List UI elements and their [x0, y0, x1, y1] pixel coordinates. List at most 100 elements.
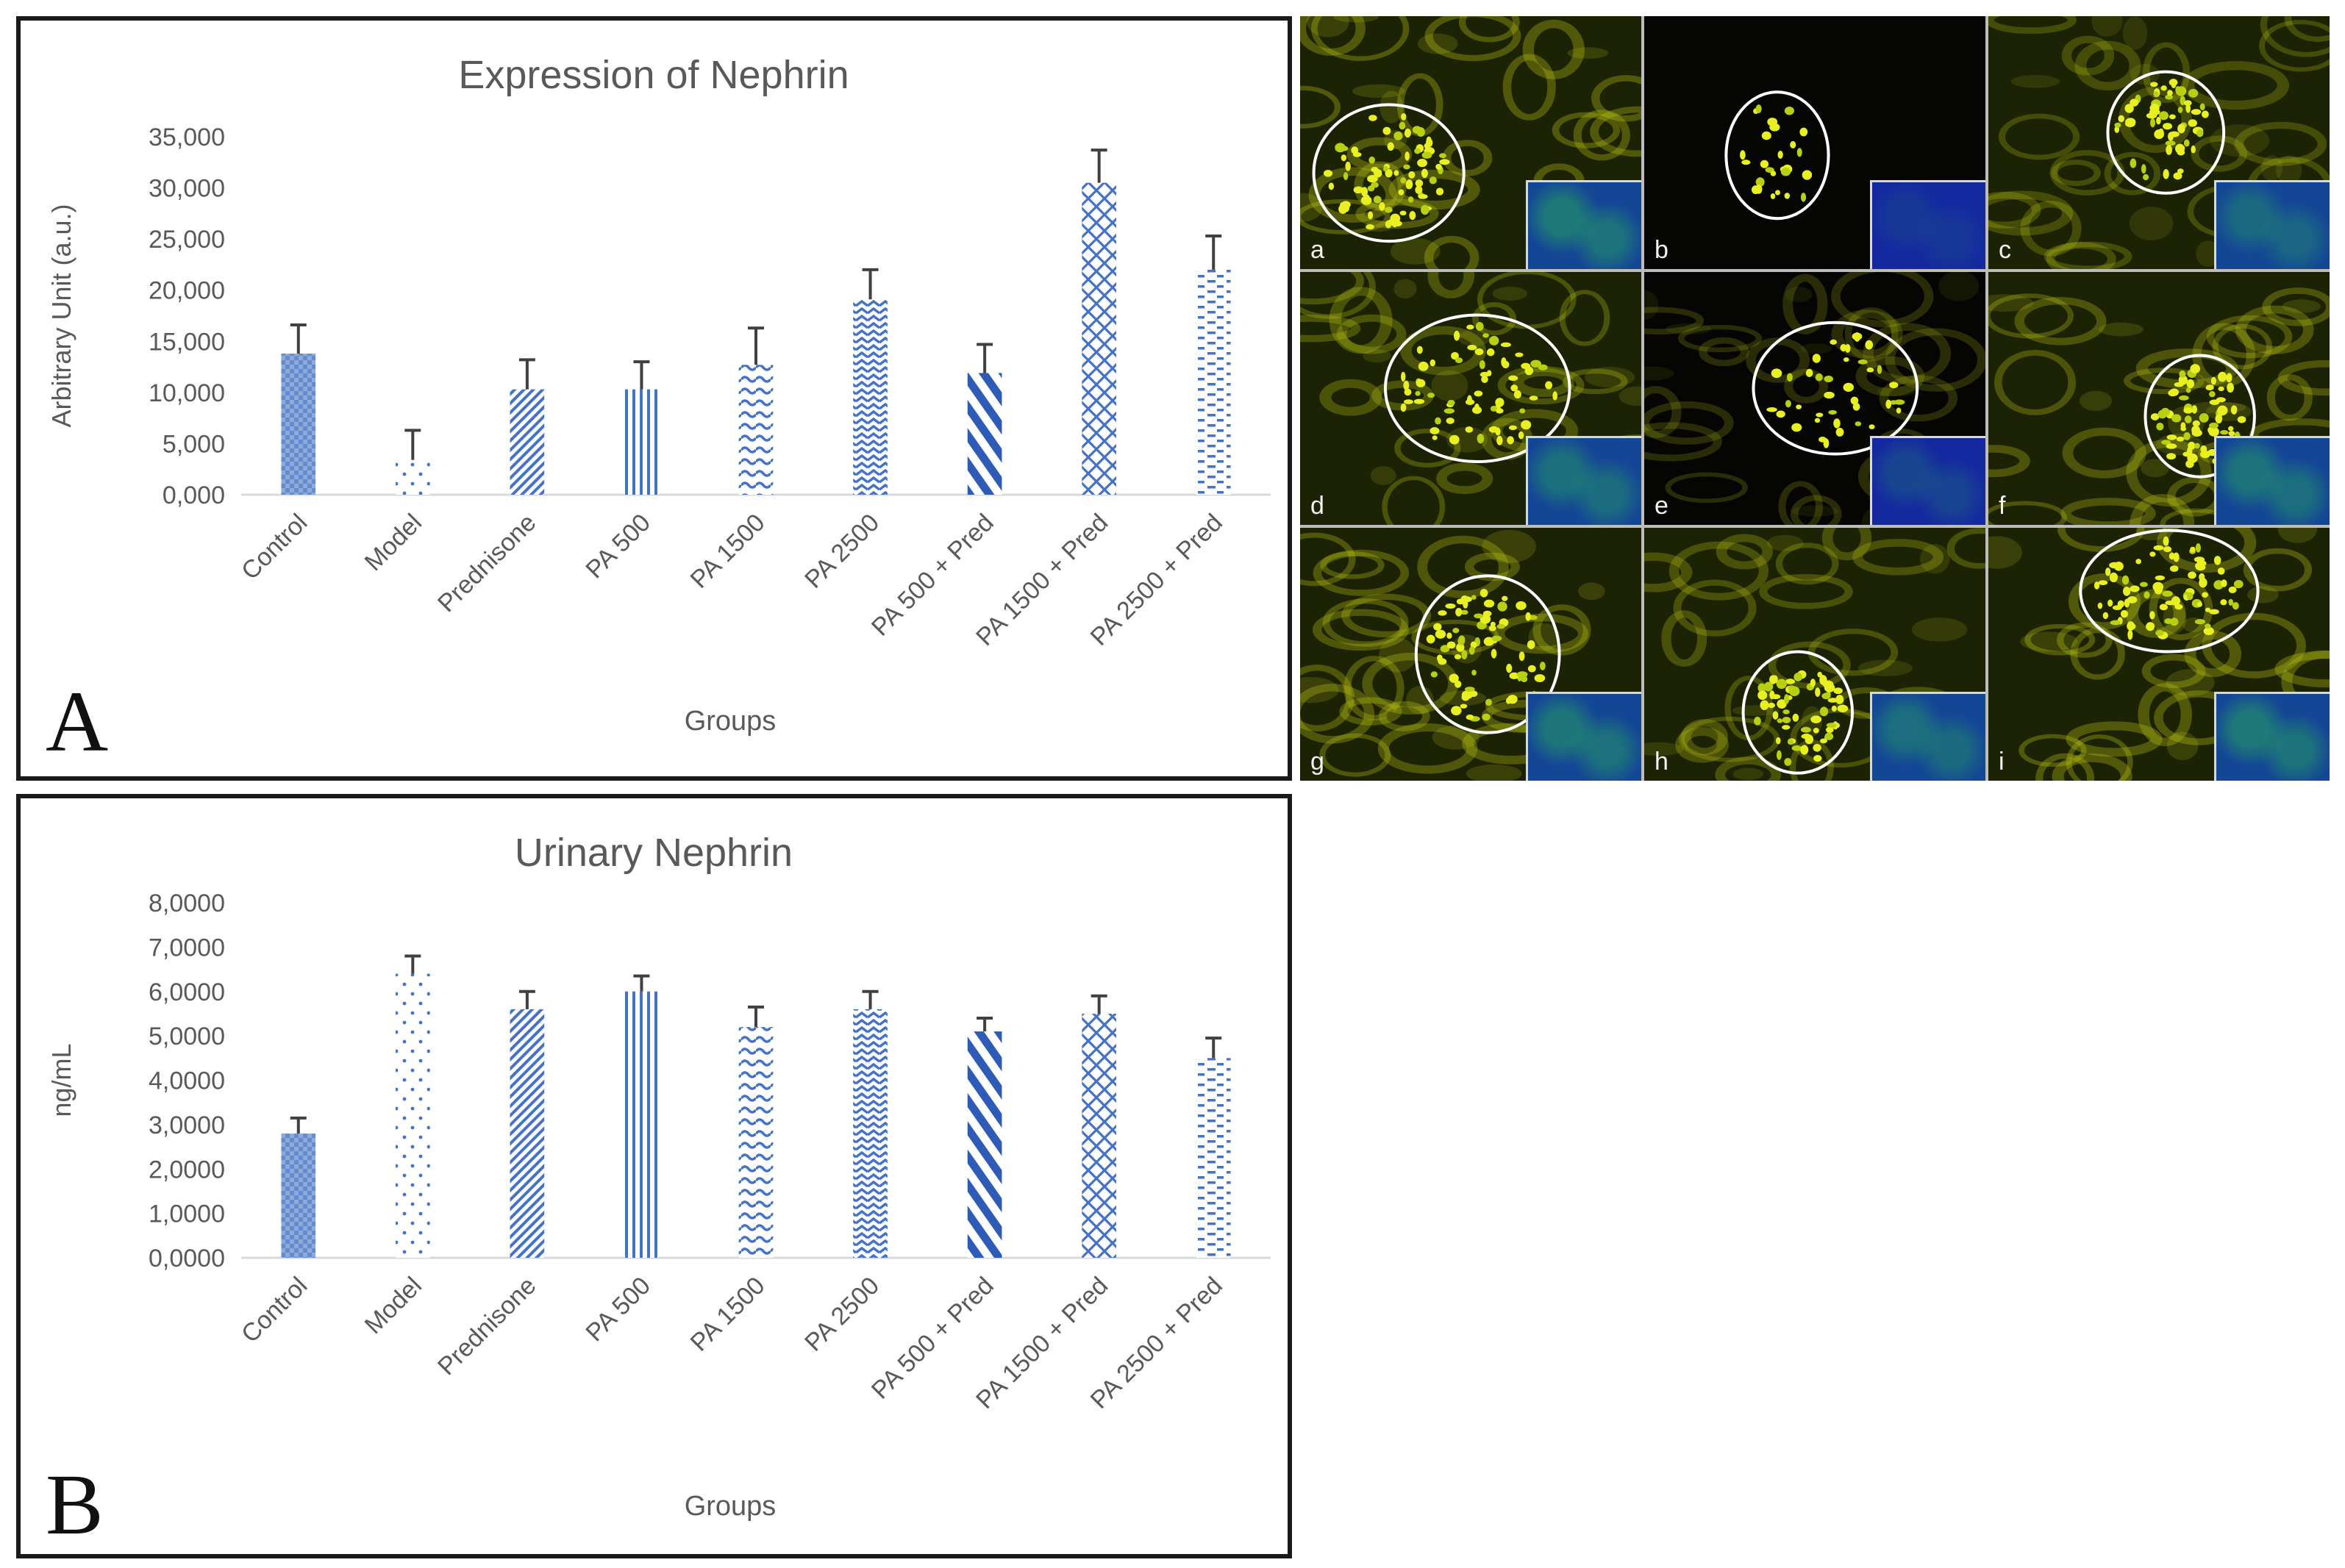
x-tick-label: PA 1500: [685, 509, 771, 594]
y-tick-label: 6,0000: [149, 978, 225, 1006]
x-tick-label: PA 2500: [799, 509, 885, 594]
micrograph-label: h: [1655, 748, 1668, 776]
y-tick-label: 5,000: [163, 430, 225, 458]
expression-chart-svg: Expression of Nephrin Arbitrary Unit (a.u…: [46, 53, 1271, 737]
y-tick-label: 8,0000: [149, 889, 225, 917]
glomerulus-outline: [2080, 530, 2257, 651]
glomerulus-outline: [1726, 92, 1828, 218]
micrograph-label: i: [1999, 748, 2005, 776]
x-axis-label: Groups: [685, 706, 777, 737]
micrograph-label: c: [1999, 236, 2011, 264]
micrograph-label: b: [1655, 236, 1668, 264]
micrograph-panel: b: [1644, 16, 1985, 269]
y-tick-label: 25,000: [149, 226, 225, 254]
y-axis-label: Arbitrary Unit (a.u.): [46, 204, 76, 427]
micrograph-image: [1300, 272, 1641, 525]
micrograph-label: f: [1999, 492, 2006, 520]
x-tick-label: Prednisone: [432, 1272, 542, 1381]
bar: [396, 459, 430, 495]
bar: [510, 389, 545, 495]
glomerulus-outline: [1385, 315, 1570, 462]
micrograph-grid: a b c d e f g h i: [1300, 16, 2330, 781]
y-tick-label: 30,000: [149, 175, 225, 203]
bar: [853, 299, 888, 495]
x-tick-label: PA 500 + Pred: [866, 509, 999, 642]
y-tick-label: 0,000: [163, 482, 225, 509]
y-tick-label: 7,0000: [149, 934, 225, 962]
bar: [1082, 1013, 1116, 1258]
x-tick-label: Control: [236, 1272, 313, 1348]
y-tick-label: 35,000: [149, 123, 225, 151]
x-tick-label: PA 1500: [685, 1272, 771, 1357]
x-tick-label: PA 500: [580, 1272, 656, 1347]
glomerulus-outline: [2107, 72, 2224, 193]
micrograph-label: e: [1655, 492, 1668, 520]
dapi-inset: [1870, 692, 1985, 781]
y-axis-label: ng/mL: [46, 1043, 76, 1117]
micrograph-panel: c: [1988, 16, 2330, 269]
micrograph-label: a: [1310, 236, 1324, 264]
micrograph-panel: a: [1300, 16, 1641, 269]
micrograph-panel: e: [1644, 272, 1985, 525]
dapi-inset: [1870, 180, 1985, 269]
x-tick-label: PA 500: [580, 509, 656, 584]
glomerulus-outline: [1743, 652, 1852, 773]
y-tick-label: 10,000: [149, 379, 225, 407]
glomerulus-outline: [2145, 356, 2254, 477]
bar: [281, 353, 316, 495]
x-axis-label: Groups: [685, 1491, 777, 1522]
micrograph-image: [1300, 16, 1641, 269]
micrograph-panel: g: [1300, 528, 1641, 781]
bar: [967, 1031, 1002, 1258]
x-tick-label: PA 2500: [799, 1272, 885, 1357]
bar: [1196, 269, 1231, 495]
x-tick-label: Model: [360, 509, 427, 576]
dapi-inset: [1870, 436, 1985, 525]
x-tick-label: Control: [236, 509, 313, 585]
x-tick-label: Prednisone: [432, 509, 542, 618]
y-tick-label: 3,0000: [149, 1111, 225, 1139]
y-tick-label: 4,0000: [149, 1067, 225, 1095]
urinary-chart-svg: Urinary Nephrin ng/mL 0,0000 1,0000 2,0000 3,…: [46, 831, 1271, 1522]
x-tick-label: PA 500 + Pred: [866, 1272, 999, 1405]
y-tick-label: 20,000: [149, 277, 225, 305]
dapi-inset: [1526, 692, 1641, 781]
panel-b-urinary-chart: Urinary Nephrin ng/mL 0,0000 1,0000 2,0000 3,…: [16, 794, 1292, 1558]
panel-label-a: A: [46, 673, 109, 770]
glomerulus-outline: [1314, 104, 1464, 241]
bar: [738, 365, 774, 495]
dapi-inset: [1526, 180, 1641, 269]
micrograph-panel: f: [1988, 272, 2330, 525]
bar: [967, 373, 1002, 495]
micrograph-label: g: [1310, 748, 1324, 776]
micrograph-panel: d: [1300, 272, 1641, 525]
bar: [510, 1009, 545, 1258]
dapi-inset: [1526, 436, 1641, 525]
y-tick-label: 2,0000: [149, 1156, 225, 1184]
bar: [1196, 1058, 1231, 1258]
panel-label-b: B: [46, 1456, 104, 1553]
dapi-inset: [2214, 692, 2330, 781]
dapi-inset: [2214, 180, 2330, 269]
glomerulus-outline: [1416, 576, 1560, 732]
bar: [624, 991, 659, 1258]
bar: [738, 1027, 774, 1258]
micrograph-label: d: [1310, 492, 1324, 520]
chart-title: Urinary Nephrin: [515, 831, 793, 875]
micrograph-panel: i: [1988, 528, 2330, 781]
y-tick-label: 0,0000: [149, 1245, 225, 1272]
micrograph-panel: h: [1644, 528, 1985, 781]
y-tick-label: 15,000: [149, 328, 225, 356]
glomerulus-outline: [1753, 323, 1917, 454]
bar: [1082, 182, 1116, 495]
x-tick-label: Model: [360, 1272, 427, 1339]
dapi-inset: [2214, 436, 2330, 525]
bar: [624, 389, 659, 495]
bar: [281, 1133, 316, 1258]
bar: [396, 973, 430, 1258]
chart-title: Expression of Nephrin: [458, 53, 849, 97]
y-tick-label: 1,0000: [149, 1200, 225, 1228]
bar: [853, 1009, 888, 1258]
y-tick-label: 5,0000: [149, 1023, 225, 1050]
panel-a-expression-chart: Expression of Nephrin Arbitrary Unit (a.u…: [16, 16, 1292, 781]
